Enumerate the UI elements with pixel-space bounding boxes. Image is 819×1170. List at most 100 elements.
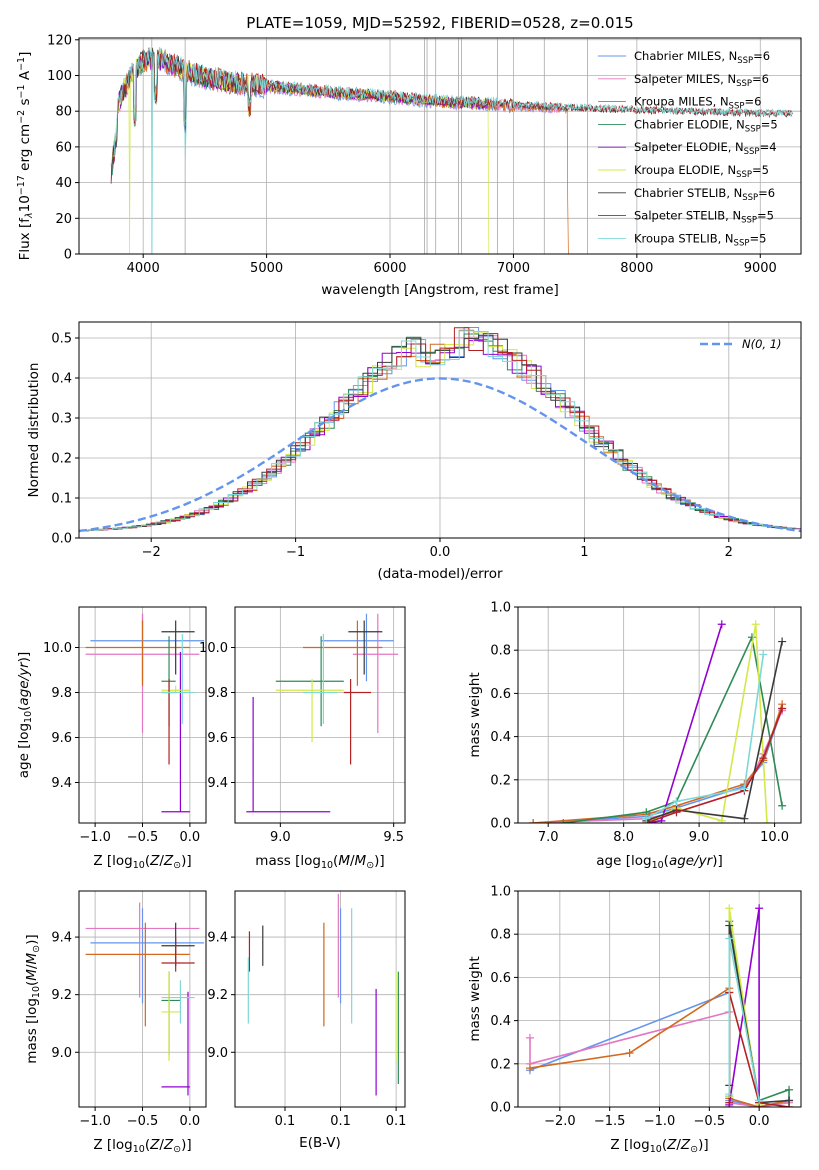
- axes-frame: [78, 606, 207, 824]
- spectrum-line-kroupa-elodie: [110, 50, 490, 254]
- axes-spectrum: 4000 5000 6000 7000 8000 9000 0 20 40 60 80 100 120 w…: [16, 33, 777, 298]
- axes-residuals: −2 −1 0.0 1 2 0.0 0.1 0.2 0.3 0.4 0.5 (data-model)/…: [26, 332, 733, 583]
- legend-label: Kroupa STELIB, NSSP=5: [634, 231, 766, 248]
- x-tick-label: 1: [580, 545, 588, 560]
- x-tick-label: −0.5: [694, 1114, 726, 1129]
- weight-marker: [559, 819, 568, 823]
- x-axis-label: wavelength [Angstrom, rest frame]: [321, 282, 559, 298]
- x-axis-label: E(B-V): [299, 1135, 341, 1151]
- y-tick-label: 0.6: [490, 971, 511, 986]
- grid-mass-vs-EBV: [235, 891, 405, 1107]
- y-tick-label: 9.4: [207, 931, 228, 946]
- weight-marker: [725, 1098, 734, 1107]
- x-tick-label: 0.1: [386, 1114, 407, 1129]
- weight-marker: [778, 704, 787, 713]
- y-tick-label: 0.8: [490, 928, 511, 943]
- grid-massweight-vs-age: [518, 607, 801, 823]
- errorbar-salpeter-stelib: [161, 937, 195, 972]
- y-axis-label: age [log10(age/yr)]: [16, 652, 34, 778]
- spectrum-line-salpeter-stelib: [113, 49, 793, 162]
- legend-label: Chabrier ELODIE, NSSP=5: [634, 117, 778, 134]
- plot-area-mass-vs-EBV: [235, 891, 405, 1107]
- plot-area-massweight-vs-Z: [518, 891, 801, 1107]
- weight-marker: [785, 1103, 794, 1107]
- legend-label: Kroupa MILES, NSSP=6: [634, 95, 761, 112]
- x-tick-label: 0.0: [180, 830, 201, 845]
- y-tick-label: 9.4: [51, 776, 72, 791]
- errorbar-kroupa-miles: [85, 620, 190, 686]
- legend-label: Salpeter ELODIE, NSSP=4: [634, 140, 777, 157]
- weight-marker: [625, 1049, 634, 1057]
- weight-marker: [759, 754, 768, 763]
- errorbar-salpeter-stelib: [343, 679, 371, 765]
- errorbars: [246, 613, 399, 813]
- y-tick-label: 9.2: [51, 988, 72, 1003]
- weight-marker: [525, 1064, 534, 1073]
- errorbar-chabrier-elodie: [275, 636, 344, 727]
- weight-marker: [763, 819, 772, 823]
- y-tick-label: 9.8: [51, 686, 72, 701]
- y-tick-label: 0.4: [490, 730, 511, 745]
- legend-label: N(0, 1): [742, 337, 782, 351]
- plot-area-age-vs-mass: [235, 607, 405, 823]
- panel-residuals: −2 −1 0.0 1 2 0.0 0.1 0.2 0.3 0.4 0.5 (data-model)/…: [26, 321, 802, 583]
- errorbars: [85, 613, 205, 813]
- y-tick-label: 20: [55, 212, 72, 227]
- weight-marker: [740, 814, 749, 823]
- y-tick-label: 0.6: [490, 687, 511, 702]
- y-tick-label: 9.0: [207, 1046, 228, 1061]
- plot-area-massweight-vs-age: [518, 607, 801, 823]
- spectrum-title: PLATE=1059, MJD=52592, FIBERID=0528, z=0…: [246, 14, 633, 32]
- errorbar-salpeter-elodie: [161, 991, 190, 1096]
- plot-area-residuals: [79, 322, 801, 538]
- y-tick-label: 10.0: [43, 641, 72, 656]
- weight-line: [645, 624, 768, 823]
- y-tick-label: 0.4: [51, 372, 72, 387]
- weight-marker: [751, 620, 760, 629]
- weight-series-kroupa-stelib: [642, 650, 768, 823]
- axes-age-vs-Z: −1.0 −0.5 0.0 9.4 9.6 9.8 10.0 Z [log10(Z/Z⊙)] a…: [16, 641, 200, 871]
- weight-lines: [525, 904, 794, 1107]
- x-tick-label: 0.0: [180, 1114, 201, 1129]
- weight-marker: [717, 816, 726, 823]
- y-tick-label: 0.4: [490, 1014, 511, 1029]
- x-tick-label: 5000: [250, 261, 283, 276]
- x-tick-label: 8000: [620, 261, 653, 276]
- y-tick-label: 60: [55, 140, 72, 155]
- panel-massweight-vs-age: 7.0 8.0 9.0 10.0 0.0 0.2 0.4 0.6 0.8 1.0 mass weig…: [467, 601, 802, 871]
- y-tick-label: 0.0: [490, 1101, 511, 1116]
- errorbar-kroupa-miles: [85, 922, 190, 1027]
- weight-marker: [740, 784, 749, 793]
- axes-frame: [78, 37, 802, 255]
- legend-label: Salpeter STELIB, NSSP=5: [634, 209, 774, 226]
- y-tick-label: 9.2: [207, 988, 228, 1003]
- panel-mass-vs-EBV: 0.1 0.1 0.1 9.0 9.2 9.4 E(B-V): [207, 890, 407, 1151]
- weight-marker: [725, 1090, 734, 1099]
- weight-marker: [755, 1096, 764, 1105]
- y-tick-label: 0.2: [490, 1057, 511, 1072]
- x-tick-label: 9.5: [383, 830, 404, 845]
- y-tick-label: 9.8: [207, 686, 228, 701]
- y-tick-label: 9.4: [51, 931, 72, 946]
- errorbar-kroupa-elodie: [161, 971, 181, 1061]
- weight-line: [646, 624, 723, 823]
- y-tick-label: 0.2: [51, 452, 72, 467]
- weight-line: [533, 710, 783, 823]
- y-tick-label: 0.1: [51, 492, 72, 507]
- errorbar-chabrier-stelib: [161, 620, 195, 675]
- weight-marker: [778, 801, 787, 810]
- plot-area-spectrum: [79, 38, 801, 254]
- x-tick-label: 10.0: [760, 830, 789, 845]
- weight-marker: [785, 1085, 794, 1094]
- y-tick-label: 0.2: [490, 773, 511, 788]
- weight-line: [533, 708, 783, 823]
- weight-marker: [778, 637, 787, 646]
- y-tick-label: 9.0: [51, 1046, 72, 1061]
- x-tick-label: 9000: [744, 261, 777, 276]
- errorbar-salpeter-miles: [85, 902, 200, 998]
- axes-frame: [78, 321, 802, 539]
- y-tick-label: 0.5: [51, 332, 72, 347]
- errorbar-salpeter-stelib: [161, 679, 176, 765]
- spectrum-lines: [110, 38, 793, 254]
